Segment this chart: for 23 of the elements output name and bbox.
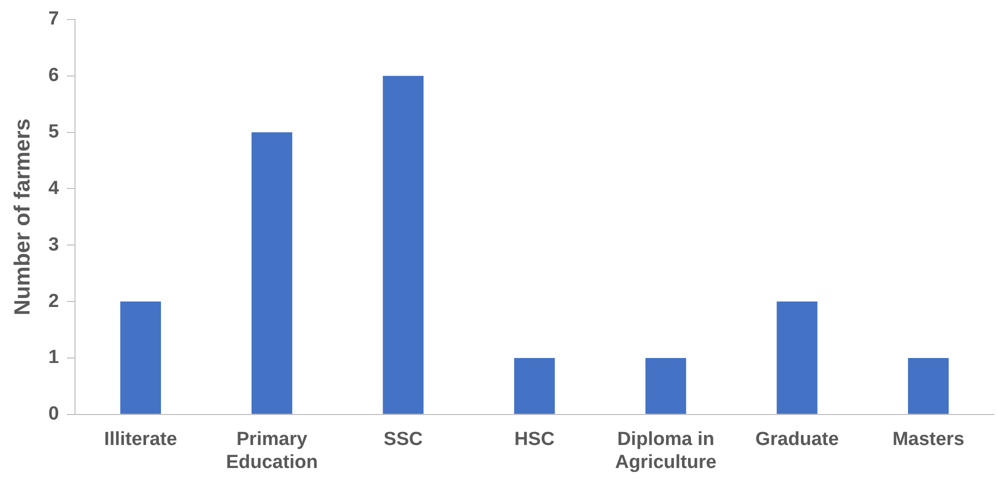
y-axis-title: Number of farmers [9, 118, 34, 316]
bar [382, 76, 424, 414]
bar [514, 358, 555, 414]
x-tick-label: SSC [384, 429, 423, 450]
bar [645, 358, 686, 414]
y-tick-label: 0 [48, 404, 59, 425]
y-tick-label: 5 [48, 121, 60, 142]
x-tick-label: Graduate [755, 429, 839, 450]
x-tick-label: Illiterate [104, 429, 178, 450]
y-tick-label: 7 [48, 8, 59, 30]
y-tick-label: 3 [48, 234, 59, 256]
x-tick-label: HSC [514, 429, 555, 450]
y-tick-label: 4 [48, 178, 60, 199]
x-tick-label: Primary Education [226, 429, 318, 473]
x-tick-label: Masters [892, 429, 964, 450]
bar [120, 302, 161, 414]
bar [908, 358, 949, 414]
y-tick-label: 1 [48, 347, 60, 368]
y-tick-label: 6 [48, 65, 59, 86]
x-tick-label: Diploma in Agriculture [615, 429, 716, 473]
y-tick-label: 2 [48, 290, 59, 312]
bar [252, 132, 292, 414]
bar [776, 302, 818, 414]
